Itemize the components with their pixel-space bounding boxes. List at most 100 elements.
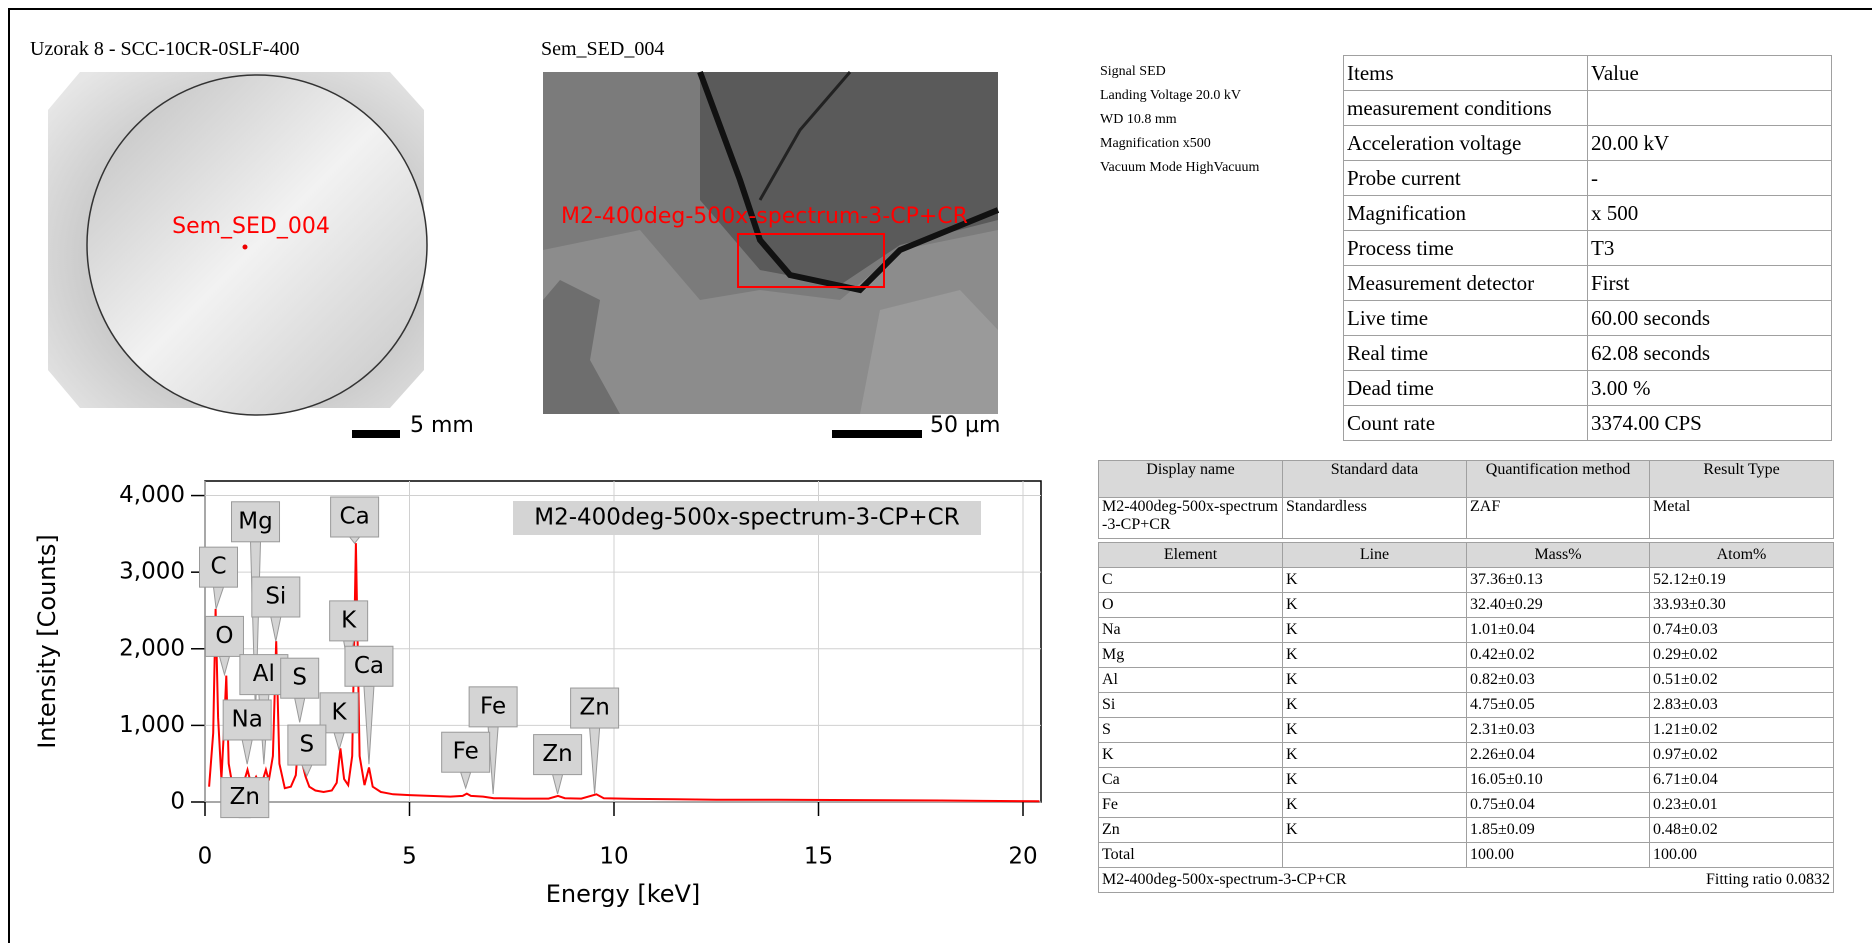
cell: x 500 [1587, 195, 1832, 231]
cell: 3374.00 CPS [1587, 405, 1832, 441]
peak-label: S [300, 732, 315, 758]
cell: 0.51±0.02 [1649, 667, 1834, 693]
peak-box [280, 657, 320, 699]
cell: S [1098, 717, 1283, 743]
condition: Magnification x500 [1100, 136, 1211, 151]
cell: 32.40±0.29 [1466, 592, 1650, 618]
row: Real time 62.08 seconds [1343, 335, 1832, 371]
cell: 37.36±0.13 [1466, 567, 1650, 593]
row: Ca K 16.05±0.10 6.71±0.04 [1098, 767, 1834, 793]
peak-label: Si [265, 584, 286, 610]
cell: 2.83±0.03 [1649, 692, 1834, 718]
spectrum-line [208, 543, 1040, 803]
row: O K 32.40±0.29 33.93±0.30 [1098, 592, 1834, 618]
total-row: Total 100.00 100.00 [1098, 842, 1834, 868]
peak-label: Ca [340, 504, 370, 530]
conditions: Signal SED Landing Voltage 20.0 kV WD 10.8… [1100, 60, 1259, 180]
header-cell: Result Type [1649, 460, 1834, 498]
cell: Ca [1098, 767, 1283, 793]
row: M2-400deg-500x-spectrum-3-CP+CR Standardl… [1098, 497, 1834, 539]
cell: 2.26±0.04 [1466, 742, 1650, 768]
peak-label: Zn [230, 784, 260, 810]
condition: Signal SED [1100, 64, 1166, 79]
cell: Magnification [1343, 195, 1588, 231]
x-tick-label: 15 [804, 844, 833, 870]
cell: Probe current [1343, 160, 1588, 196]
cell: Dead time [1343, 370, 1588, 406]
wafer-label: Sem_SED_004 [172, 214, 330, 239]
sem-title: Sem_SED_004 [541, 38, 665, 60]
element-table: Element Line Mass% Atom% C K 37.36±0.13 52.12±0… [1098, 542, 1834, 893]
condition: Landing Voltage 20.0 kV [1100, 88, 1242, 103]
peak-box [287, 724, 327, 766]
cell: 33.93±0.30 [1649, 592, 1834, 618]
sample-title: Uzorak 8 - SCC-10CR-0SLF-400 [30, 38, 300, 60]
cell: Al [1098, 667, 1283, 693]
footer-name: M2-400deg-500x-spectrum-3-CP+CR [1102, 871, 1347, 888]
y-tick-label: 1,000 [119, 712, 185, 738]
header-cell: Items [1343, 55, 1588, 91]
row: Mg K 0.42±0.02 0.29±0.02 [1098, 642, 1834, 668]
x-tick-label: 0 [198, 844, 213, 870]
quant-info-table: Display name Standard data Quantification … [1098, 460, 1834, 539]
row: S K 2.31±0.03 1.21±0.02 [1098, 717, 1834, 743]
header-cell: Mass% [1466, 542, 1650, 568]
cell: measurement conditions [1343, 90, 1588, 126]
cell: Si [1098, 692, 1283, 718]
peak-box [204, 615, 244, 657]
cell: K [1098, 742, 1283, 768]
cell: Standardless [1282, 497, 1467, 539]
peak-label: Mg [238, 508, 272, 534]
peak-box [220, 777, 270, 819]
footer-row: M2-400deg-500x-spectrum-3-CP+CR Fitting r… [1098, 867, 1834, 893]
scale-label: 5 mm [410, 413, 474, 438]
legend-label: M2-400deg-500x-spectrum-3-CP+CR [534, 505, 959, 531]
cell: K [1282, 642, 1467, 668]
frame [8, 8, 1872, 943]
peak-label: Zn [579, 695, 609, 721]
header-row: Items Value [1343, 55, 1832, 91]
cell: K [1282, 592, 1467, 618]
cell: K [1282, 767, 1467, 793]
cell [1282, 842, 1467, 868]
row: Na K 1.01±0.04 0.74±0.03 [1098, 617, 1834, 643]
header-cell: Line [1282, 542, 1467, 568]
wafer-image [48, 72, 428, 416]
peak-box [330, 496, 380, 538]
peak-box [199, 546, 239, 588]
row: Process time T3 [1343, 230, 1832, 266]
cell: 100.00 [1649, 842, 1834, 868]
cell: 0.74±0.03 [1649, 617, 1834, 643]
header-cell: Display name [1098, 460, 1283, 498]
cell: Mg [1098, 642, 1283, 668]
y-tick-label: 2,000 [119, 635, 185, 661]
peak-box [231, 501, 281, 543]
cell: Total [1098, 842, 1283, 868]
header-row: Display name Standard data Quantification … [1098, 460, 1834, 498]
peak-label: O [215, 623, 233, 649]
y-tick-label: 4,000 [119, 482, 185, 508]
cell: First [1587, 265, 1832, 301]
fitting-ratio: Fitting ratio 0.0832 [1706, 871, 1830, 888]
cell: T3 [1587, 230, 1832, 266]
peak-box [251, 576, 301, 618]
cell: Na [1098, 617, 1283, 643]
condition: Vacuum Mode HighVacuum [1100, 160, 1260, 175]
peak-label: Al [253, 661, 275, 687]
row: Magnification x 500 [1343, 195, 1832, 231]
cell: 2.31±0.03 [1466, 717, 1650, 743]
peak-box [468, 686, 518, 728]
footer-cell: M2-400deg-500x-spectrum-3-CP+CR Fitting r… [1098, 867, 1834, 893]
cell: 52.12±0.19 [1649, 567, 1834, 593]
condition: WD 10.8 mm [1100, 112, 1177, 127]
peak-box [570, 687, 620, 729]
header-row: Element Line Mass% Atom% [1098, 542, 1834, 568]
row: Count rate 3374.00 CPS [1343, 405, 1832, 441]
peak-box [329, 600, 369, 642]
cell: Count rate [1343, 405, 1588, 441]
cell: 1.85±0.09 [1466, 817, 1650, 843]
cell: 16.05±0.10 [1466, 767, 1650, 793]
cell: 20.00 kV [1587, 125, 1832, 161]
